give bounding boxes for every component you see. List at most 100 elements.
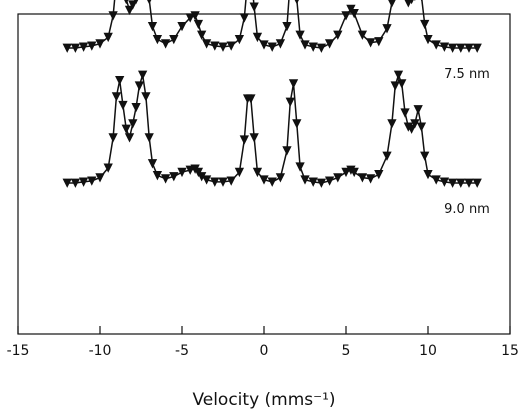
- data-point: [294, 0, 299, 5]
- data-point: [456, 178, 466, 188]
- data-point: [197, 30, 207, 40]
- data-point: [349, 167, 359, 178]
- data-point: [201, 39, 212, 49]
- data-point: [316, 43, 327, 53]
- data-point: [121, 124, 131, 134]
- data-point: [234, 34, 245, 45]
- data-point: [285, 97, 295, 107]
- data-point: [234, 167, 245, 178]
- data-point: [226, 176, 236, 186]
- data-point: [275, 173, 286, 183]
- data-point: [388, 0, 396, 8]
- data-point: [357, 30, 368, 40]
- data-point: [239, 135, 249, 145]
- data-point: [147, 22, 158, 32]
- series-0: [62, 0, 482, 53]
- data-point: [308, 177, 318, 187]
- data-point: [464, 178, 474, 188]
- data-point: [333, 173, 343, 183]
- data-point: [246, 94, 256, 104]
- data-point: [464, 43, 474, 53]
- data-point: [365, 38, 376, 48]
- data-point: [393, 70, 404, 80]
- data-point: [333, 30, 343, 40]
- data-point: [374, 37, 384, 47]
- data-point: [267, 42, 277, 52]
- data-point: [275, 39, 286, 49]
- plot-frame: [17, 13, 511, 335]
- data-point: [472, 178, 482, 188]
- data-point: [62, 178, 72, 188]
- data-point: [95, 173, 105, 183]
- x-tick-label: 0: [260, 343, 269, 359]
- data-point: [456, 43, 466, 53]
- data-point: [70, 43, 81, 53]
- data-point: [341, 11, 351, 21]
- data-point: [78, 177, 89, 187]
- data-point: [409, 0, 414, 5]
- data-point: [397, 79, 407, 89]
- data-point: [349, 9, 359, 19]
- data-point: [169, 34, 179, 45]
- data-point: [128, 119, 138, 129]
- data-point: [413, 105, 423, 115]
- data-point: [316, 178, 327, 188]
- series-label: 9.0 nm: [444, 202, 490, 217]
- data-point: [447, 43, 458, 53]
- data-point: [177, 22, 187, 32]
- data-point: [108, 133, 118, 143]
- data-point: [152, 171, 163, 181]
- data-point: [103, 32, 113, 43]
- data-point: [300, 40, 310, 50]
- data-point: [185, 165, 195, 175]
- data-point: [118, 100, 128, 111]
- data-point: [160, 39, 171, 49]
- data-point: [141, 92, 151, 102]
- series-layer: [62, 0, 482, 188]
- data-point: [382, 24, 392, 34]
- data-point: [252, 167, 263, 178]
- data-point: [390, 81, 400, 91]
- data-point: [111, 92, 122, 102]
- data-point: [387, 119, 397, 129]
- data-point: [439, 42, 450, 52]
- data-point: [95, 39, 105, 49]
- series-label: 7.5 nm: [444, 67, 490, 82]
- data-point: [295, 30, 305, 40]
- x-tick-label: 10: [419, 343, 437, 359]
- data-point: [410, 119, 420, 129]
- x-tick-label: -10: [89, 343, 112, 359]
- data-point: [152, 34, 163, 45]
- data-point: [62, 43, 72, 53]
- data-point: [201, 175, 212, 185]
- series-1: [62, 70, 482, 188]
- data-point: [210, 41, 220, 51]
- data-point: [103, 163, 113, 173]
- data-point: [324, 39, 335, 49]
- data-point: [108, 11, 118, 21]
- data-point: [416, 122, 427, 132]
- data-point: [210, 177, 220, 187]
- data-point: [423, 34, 433, 45]
- x-tick-label: -5: [175, 343, 189, 359]
- data-point: [420, 19, 430, 30]
- data-point: [252, 32, 263, 43]
- data-point: [472, 43, 482, 53]
- data-point: [137, 70, 148, 80]
- data-point: [404, 0, 413, 8]
- data-point: [87, 176, 97, 186]
- data-point: [341, 167, 351, 178]
- data-point: [128, 0, 138, 10]
- x-axis: -15 -10 -5 0 5 10 15: [7, 326, 518, 359]
- data-point: [177, 167, 187, 178]
- data-point: [147, 0, 152, 5]
- data-point: [124, 133, 135, 143]
- x-tick-label: -15: [7, 343, 30, 359]
- data-point: [147, 159, 158, 169]
- data-point: [420, 151, 430, 161]
- data-point: [249, 2, 259, 12]
- data-point: [193, 19, 204, 30]
- data-point: [423, 169, 433, 180]
